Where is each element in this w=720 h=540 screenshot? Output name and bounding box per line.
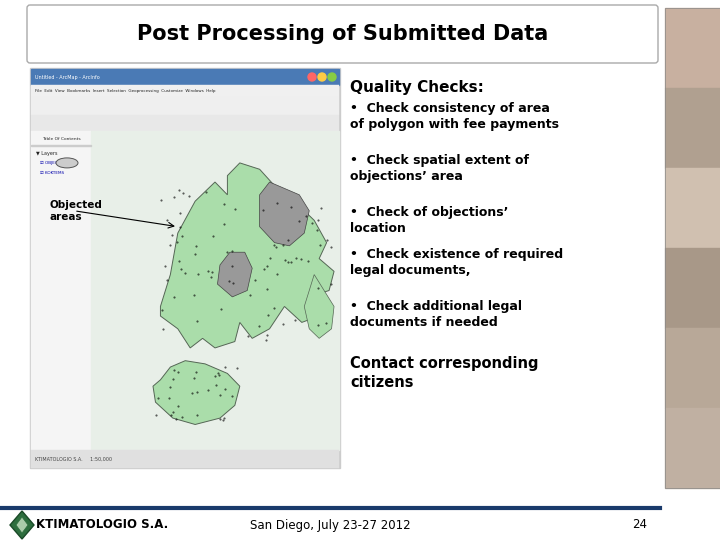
Bar [30,68,340,468]
Text: 24: 24 [632,518,647,531]
Polygon shape [161,163,334,348]
FancyBboxPatch shape [27,5,658,63]
Bar [665,408,720,488]
Bar [665,8,720,88]
Text: Table Of Contents: Table Of Contents [42,137,81,141]
Text: KTIMATOLOGIO S.A.: KTIMATOLOGIO S.A. [36,518,168,531]
Text: File  Edit  View  Bookmarks  Insert  Selection  Geoprocessing  Customize  Window: File Edit View Bookmarks Insert Selectio… [35,89,215,93]
Bar [31,450,339,468]
Bar [31,131,91,450]
Text: Objected
areas: Objected areas [49,200,102,221]
Bar [31,115,339,131]
Text: •  Check consistency of area
of polygon with fee payments: • Check consistency of area of polygon w… [350,102,559,131]
Text: KTIMATOLOGIO S.A.     1:50,000: KTIMATOLOGIO S.A. 1:50,000 [35,456,112,462]
Bar [665,328,720,408]
Bar [0,510,660,540]
Polygon shape [153,361,240,424]
Text: Contact corresponding
citizens: Contact corresponding citizens [350,356,539,389]
Text: •  Check existence of required
legal documents,: • Check existence of required legal docu… [350,248,563,277]
Bar [665,8,720,488]
Polygon shape [217,252,252,297]
Bar [31,85,339,97]
Text: ▼ Layers: ▼ Layers [36,151,58,156]
Ellipse shape [56,158,78,168]
Polygon shape [260,182,310,246]
Bar [665,248,720,328]
Bar [91,131,339,450]
Text: •  Check of objections’
location: • Check of objections’ location [350,206,508,235]
Text: •  Check spatial extent of
objections’ area: • Check spatial extent of objections’ ar… [350,154,529,183]
Bar [31,145,91,146]
Bar [665,168,720,248]
Bar [31,69,339,85]
Text: San Diego, July 23-27 2012: San Diego, July 23-27 2012 [250,518,410,531]
Text: •  Check additional legal
documents if needed: • Check additional legal documents if ne… [350,300,522,329]
Circle shape [308,73,316,81]
Bar [665,88,720,168]
Text: Quality Checks:: Quality Checks: [350,80,484,95]
Circle shape [318,73,326,81]
Text: ☑ OBJECTIONS: ☑ OBJECTIONS [40,161,71,165]
Polygon shape [10,511,34,539]
Polygon shape [16,517,28,533]
Circle shape [328,73,336,81]
Text: Post Processing of Submitted Data: Post Processing of Submitted Data [137,24,548,44]
Polygon shape [305,274,334,339]
Bar [31,97,339,115]
Text: ☑ KOKTEMS: ☑ KOKTEMS [40,171,64,175]
Text: Untitled - ArcMap - ArcInfo: Untitled - ArcMap - ArcInfo [35,75,100,79]
